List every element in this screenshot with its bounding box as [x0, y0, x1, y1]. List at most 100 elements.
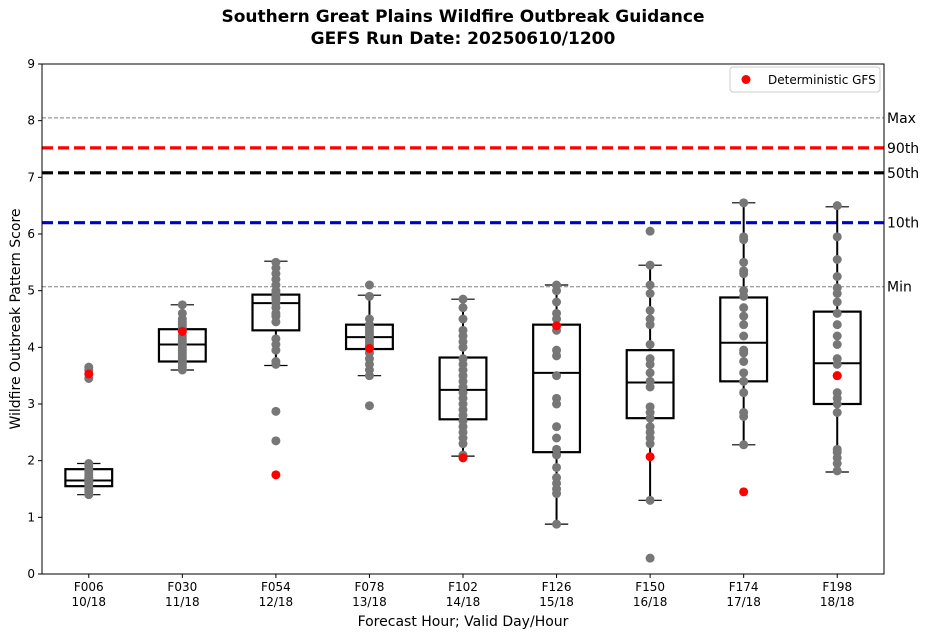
ensemble-member-point: [739, 232, 749, 242]
ensemble-member-point: [832, 354, 842, 364]
y-tick-label: 6: [27, 227, 35, 241]
x-tick-label-hour: F006: [74, 580, 104, 594]
y-tick-label: 3: [27, 397, 35, 411]
ensemble-member-point: [552, 473, 562, 483]
deterministic-gfs-point: [832, 371, 842, 381]
ensemble-member-point: [177, 308, 187, 318]
ensemble-member-point: [645, 289, 655, 298]
ensemble-member-point: [364, 314, 374, 324]
ensemble-member-point: [645, 553, 655, 563]
deterministic-gfs-point: [271, 470, 281, 480]
x-tick-label-valid: 13/18: [352, 595, 387, 609]
ensemble-member-point: [832, 408, 842, 417]
deterministic-gfs-point: [739, 487, 749, 497]
ensemble-member-point: [832, 466, 842, 476]
x-tick-label-valid: 11/18: [165, 595, 200, 609]
ensemble-member-point: [832, 297, 842, 307]
ensemble-member-point: [364, 280, 374, 290]
ensemble-member-point: [645, 402, 655, 412]
x-tick-label-valid: 18/18: [820, 595, 855, 609]
ensemble-member-point: [739, 311, 749, 321]
y-tick-label: 8: [27, 114, 35, 128]
ensemble-member-point: [832, 388, 842, 398]
x-tick-label-valid: 17/18: [726, 595, 761, 609]
ensemble-member-point: [364, 401, 374, 411]
x-tick-label-hour: F150: [635, 580, 665, 594]
ensemble-member-point: [645, 314, 655, 324]
y-axis-label: Wildfire Outbreak Pattern Score: [8, 208, 24, 429]
deterministic-gfs-point: [552, 321, 562, 331]
ensemble-member-point: [832, 283, 842, 293]
ensemble-member-point: [552, 462, 562, 472]
legend-box: [729, 66, 881, 93]
ensemble-member-point: [458, 325, 468, 335]
ensemble-member-point: [645, 260, 655, 270]
ensemble-member-point: [739, 376, 749, 386]
ensemble-member-point: [645, 280, 655, 290]
ensemble-member-point: [458, 354, 468, 364]
ensemble-member-point: [739, 388, 749, 398]
x-tick-label-hour: F198: [822, 580, 852, 594]
ensemble-member-point: [832, 308, 842, 318]
ensemble-member-point: [739, 198, 749, 208]
ensemble-member-point: [552, 345, 562, 355]
deterministic-gfs-point: [84, 369, 94, 379]
y-tick-label: 1: [27, 510, 35, 524]
x-tick-label-hour: F174: [729, 580, 759, 594]
ensemble-member-point: [832, 444, 842, 454]
ensemble-member-point: [552, 519, 562, 529]
ensemble-member-point: [832, 272, 842, 281]
reference-label-10th: 10th: [887, 216, 919, 232]
legend-label-deterministic-gfs: Deterministic GFS: [768, 73, 876, 87]
ensemble-member-point: [832, 201, 842, 211]
reference-label-max: Max: [887, 111, 916, 127]
reference-label-min: Min: [887, 280, 912, 296]
ensemble-member-point: [645, 376, 655, 386]
ensemble-member-point: [271, 257, 281, 267]
ensemble-member-point: [552, 297, 562, 307]
plot-area: [42, 117, 884, 563]
ensemble-member-point: [645, 422, 655, 432]
ensemble-member-point: [458, 294, 468, 304]
x-tick-label-hour: F102: [448, 580, 478, 594]
ensemble-member-point: [739, 266, 749, 276]
deterministic-gfs-point: [458, 453, 468, 463]
ensemble-member-point: [552, 422, 562, 432]
ensemble-member-point: [645, 495, 655, 505]
y-tick-label: 2: [27, 454, 35, 468]
ensemble-member-point: [739, 357, 749, 366]
ensemble-member-point: [271, 436, 281, 446]
legend-marker-deterministic-gfs: [741, 75, 751, 84]
y-tick-label: 5: [27, 284, 35, 298]
ensemble-member-point: [552, 371, 562, 381]
y-tick-label: 0: [27, 567, 35, 581]
ensemble-member-point: [552, 280, 562, 290]
ensemble-member-point: [832, 255, 842, 264]
x-tick-label-valid: 16/18: [633, 595, 668, 609]
ensemble-member-point: [832, 331, 842, 341]
ensemble-member-point: [739, 345, 749, 355]
x-tick-label-valid: 12/18: [259, 595, 294, 609]
legend: Deterministic GFS: [729, 66, 881, 93]
ensemble-member-point: [832, 232, 842, 242]
x-tick-label-hour: F054: [261, 580, 291, 594]
y-tick-label: 4: [27, 340, 35, 354]
ensemble-member-point: [832, 320, 842, 330]
ensemble-member-point: [271, 334, 281, 344]
ensemble-member-point: [552, 433, 562, 443]
ensemble-member-point: [177, 300, 187, 310]
x-tick-label-hour: F030: [167, 580, 197, 594]
ensemble-member-point: [552, 393, 562, 403]
ensemble-member-point: [739, 303, 749, 313]
ensemble-member-point: [739, 257, 749, 267]
chart-title: Southern Great Plains Wildfire Outbreak …: [222, 7, 705, 27]
ensemble-member-point: [364, 291, 374, 301]
reference-label-90th: 90th: [887, 141, 919, 157]
ensemble-member-point: [739, 286, 749, 296]
deterministic-gfs-point: [645, 452, 655, 462]
y-tick-label: 7: [27, 170, 35, 184]
ensemble-member-point: [552, 308, 562, 318]
y-tick-label: 9: [27, 57, 35, 71]
ensemble-member-point: [458, 303, 468, 313]
